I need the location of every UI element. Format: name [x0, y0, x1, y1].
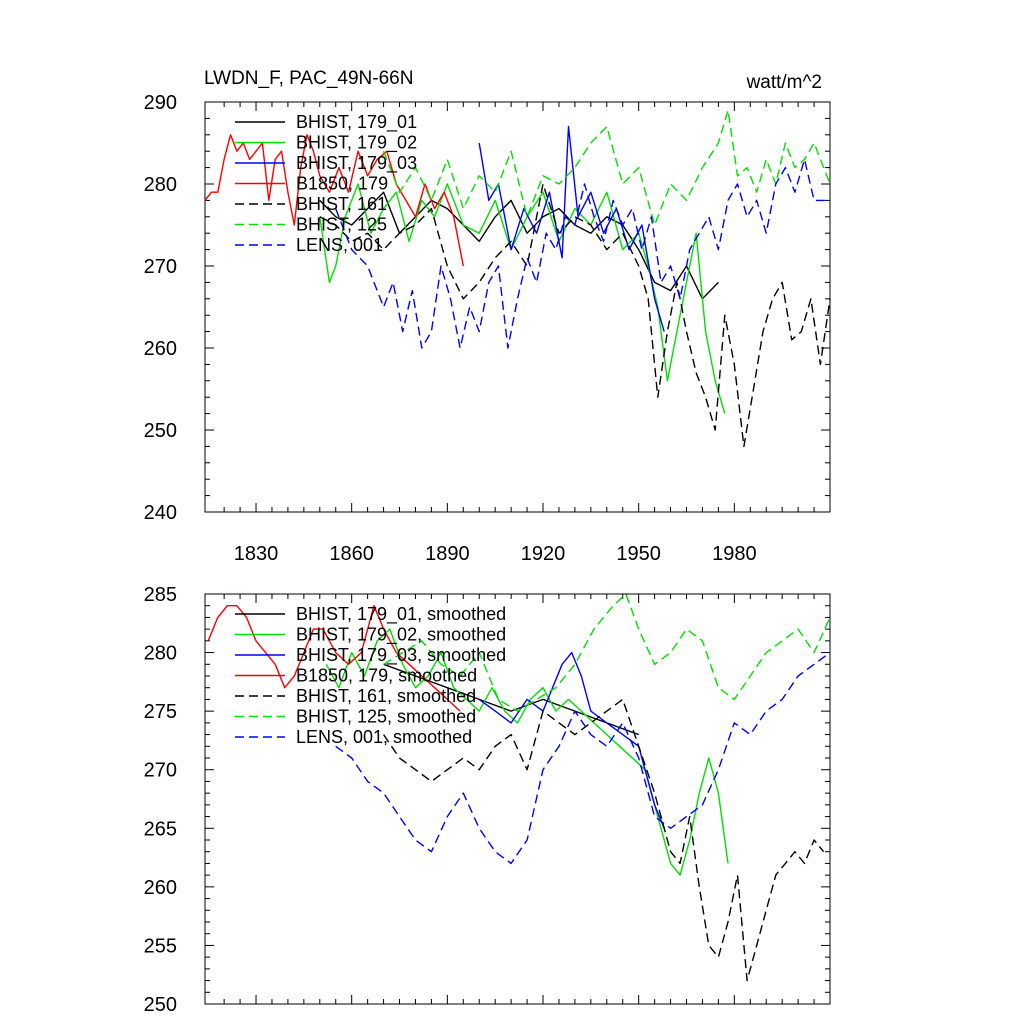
series-line-2 [319, 183, 726, 414]
x-tick-label: 1890 [425, 543, 470, 565]
legend-entry: BHIST, 125, smoothed [296, 707, 476, 727]
y-tick-label: 270 [144, 760, 177, 782]
plot-frame-2 [204, 593, 831, 1005]
legend-entry: BHIST, 179_02 [296, 133, 417, 154]
y-tick-label: 260 [144, 877, 177, 899]
series-line-5 [319, 183, 831, 448]
chart-title: LWDN_F, PAC_49N-66N [204, 68, 413, 89]
x-tick-label: 1980 [712, 543, 757, 565]
legend-entry: BHIST, 179_01, smoothed [296, 604, 506, 625]
legend-entry: BHIST, 161, smoothed [296, 686, 476, 706]
y-tick-label: 280 [144, 174, 177, 196]
series-line-4 [204, 134, 464, 267]
y-tick-label: 270 [144, 256, 177, 278]
y-tick-label: 250 [144, 994, 177, 1016]
plot-frame-1 [204, 101, 831, 513]
legend-entry: BHIST, 161 [296, 194, 387, 214]
y-tick-label: 255 [144, 935, 177, 957]
series-line-7 [335, 652, 831, 865]
y-tick-label: 285 [144, 584, 177, 606]
y-tick-label: 280 [144, 643, 177, 665]
y-tick-label: 265 [144, 818, 177, 840]
x-tick-label: 1950 [616, 543, 661, 565]
series-line-6 [382, 109, 831, 226]
legend-entry: BHIST, 125 [296, 215, 387, 235]
series-line-3 [478, 651, 665, 829]
series-line-1 [319, 191, 719, 300]
y-tick-label: 260 [144, 338, 177, 360]
x-tick-label: 1920 [521, 543, 566, 565]
x-tick-label: 1860 [329, 543, 374, 565]
legend-entry: BHIST, 179_03 [296, 153, 417, 174]
series-line-7 [335, 158, 830, 349]
legend-entry: BHIST, 179_01 [296, 112, 417, 133]
series-line-5 [383, 698, 825, 982]
series-line-6 [383, 593, 831, 712]
units-label: watt/m^2 [746, 72, 822, 93]
y-tick-label: 240 [144, 502, 177, 524]
series-line-2 [325, 628, 729, 876]
legend-entry: LENS, 001, smoothed [296, 727, 472, 747]
series-line-4 [207, 605, 461, 712]
y-tick-label: 290 [144, 92, 177, 114]
legend-entry: BHIST, 179_02, smoothed [296, 625, 506, 646]
series-line-3 [478, 125, 665, 332]
x-tick-label: 1830 [234, 543, 279, 565]
legend-entry: BHIST, 179_03, smoothed [296, 645, 506, 666]
legend-entry: B1850, 179 [296, 174, 388, 194]
y-tick-label: 250 [144, 420, 177, 442]
y-tick-label: 275 [144, 701, 177, 723]
legend-entry: B1850, 179, smoothed [296, 666, 477, 686]
legend-entry: LENS, 001 [296, 235, 383, 255]
